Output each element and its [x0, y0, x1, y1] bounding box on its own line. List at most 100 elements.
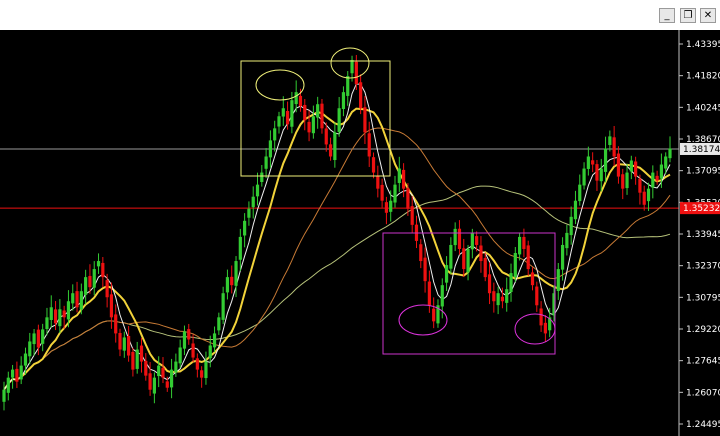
candle-body: [28, 341, 32, 357]
candle-body: [307, 121, 311, 133]
candle-body: [277, 116, 281, 127]
axis-tick-label: 1.32370: [686, 262, 720, 272]
candle-body: [608, 136, 612, 145]
ma-fast-line: [3, 83, 671, 390]
candle-body: [402, 169, 406, 189]
candle-body: [230, 276, 234, 286]
candle-body: [513, 253, 517, 278]
candle-body: [552, 293, 556, 316]
axis-tick-label: 1.26070: [686, 388, 720, 398]
candle-body: [281, 108, 285, 117]
axis-tick-label: 1.38670: [686, 135, 720, 145]
candle-body: [195, 358, 199, 370]
candle-body: [53, 309, 58, 324]
candle-body: [148, 373, 152, 390]
candle-body: [273, 128, 277, 141]
candle-body: [599, 168, 603, 182]
candle-body: [530, 272, 535, 286]
candle-body: [62, 310, 66, 318]
bottom-left-ellipse: [398, 304, 448, 336]
candle-body: [603, 148, 608, 172]
candle-body: [238, 236, 242, 260]
candle-body: [320, 103, 324, 129]
candle-body: [96, 261, 101, 267]
candle-body: [475, 236, 479, 245]
candle-body: [19, 365, 23, 380]
candle-body: [92, 269, 96, 288]
candle-body: [350, 59, 354, 74]
candle-body: [487, 274, 492, 294]
candle-body: [453, 228, 457, 246]
candle-body: [131, 351, 135, 370]
candle-body: [303, 104, 307, 121]
candle-body: [105, 280, 109, 298]
candle-body: [389, 200, 393, 212]
top-left-ellipse: [255, 69, 305, 101]
candle-body: [500, 296, 505, 302]
candle-body: [32, 333, 36, 345]
candle-body: [449, 244, 453, 269]
candle-body: [518, 236, 522, 255]
candle-body: [367, 133, 371, 157]
candle-body: [118, 332, 122, 350]
candle-body: [36, 329, 40, 348]
candle-body: [58, 309, 62, 327]
resistance-box: [240, 60, 391, 177]
candle-body: [268, 140, 272, 158]
candle-body: [234, 261, 238, 286]
candle-body: [380, 184, 384, 201]
candle-body: [526, 245, 530, 270]
candle-body: [646, 188, 651, 202]
candle-body: [655, 175, 659, 181]
candlesticks: [2, 54, 672, 411]
candle-body: [311, 116, 315, 134]
candle-body: [548, 317, 552, 331]
candle-body: [629, 160, 633, 172]
candle-body: [45, 317, 49, 329]
candle-body: [135, 349, 139, 369]
candle-body: [15, 368, 19, 382]
candle-body: [225, 277, 230, 293]
candle-body: [208, 345, 212, 359]
candle-body: [200, 370, 204, 378]
candle-body: [346, 76, 350, 96]
axis-tick-label: 1.27645: [686, 357, 720, 367]
candle-body: [221, 293, 225, 320]
price-tags: 1.38174 1.35232: [680, 142, 720, 215]
candle-body: [638, 178, 642, 193]
candle-body: [255, 184, 260, 197]
current-price-tag: 1.38174: [683, 145, 720, 155]
minimize-button[interactable]: _: [659, 8, 675, 23]
candle-body: [6, 377, 10, 393]
bottom-right-ellipse: [514, 313, 556, 345]
restore-button[interactable]: ❐: [680, 8, 696, 23]
candle-body: [668, 148, 672, 159]
candle-body: [616, 153, 621, 177]
candle-body: [114, 314, 118, 334]
price-chart[interactable]: 1.433951.418201.402451.386701.370951.355…: [0, 30, 720, 436]
price-axis: 1.433951.418201.402451.386701.370951.355…: [679, 40, 720, 430]
close-button[interactable]: ✕: [700, 8, 716, 23]
candle-body: [483, 258, 487, 278]
candle-body: [573, 200, 578, 220]
candle-body: [479, 245, 483, 262]
candle-body: [294, 92, 298, 105]
horizontal-levels: [0, 148, 679, 209]
candle-body: [23, 353, 28, 366]
candle-body: [182, 331, 187, 349]
candle-body: [260, 172, 264, 182]
candle-body: [432, 308, 436, 322]
candle-body: [505, 289, 509, 303]
candle-body: [324, 128, 328, 145]
candle-body: [444, 265, 449, 283]
candle-body: [595, 164, 599, 181]
candle-body: [565, 232, 569, 249]
current-price-tag-bg: [680, 142, 720, 155]
candle-body: [169, 369, 174, 388]
candle-body: [664, 156, 668, 169]
candle-body: [612, 137, 616, 157]
candle-body: [243, 220, 247, 236]
candle-body: [363, 107, 367, 133]
candle-body: [591, 160, 595, 165]
candle-body: [66, 301, 71, 320]
